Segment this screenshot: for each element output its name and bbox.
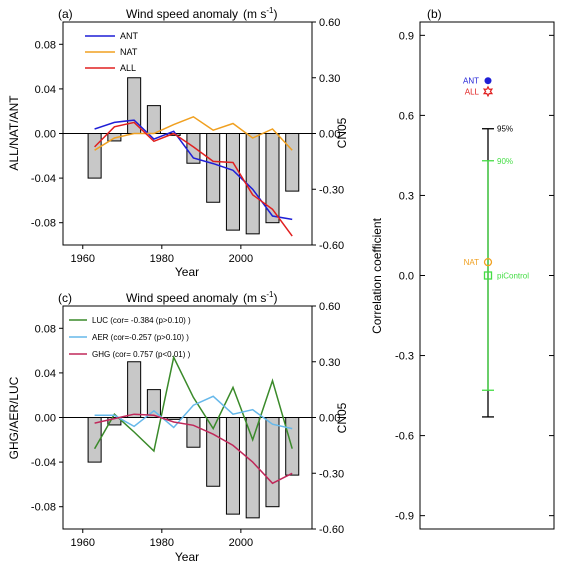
bar-cn05	[146, 389, 161, 418]
y2-tick-label: 0.60	[319, 17, 340, 29]
y-tick-label: -0.3	[395, 351, 414, 363]
y2-axis-label: CN05	[335, 402, 349, 433]
interval-label: 95%	[497, 125, 513, 134]
legend-label-aer: AER (cor=-0.257 (p>0.10) )	[92, 333, 189, 342]
y-tick-label: -0.04	[31, 173, 56, 185]
x-tick-label: 2000	[229, 253, 253, 265]
bar-cn05	[285, 133, 300, 192]
chart-title: Wind speed anomaly	[126, 291, 238, 305]
y2-tick-label: -0.60	[319, 240, 344, 252]
y-tick-label: 0.9	[399, 30, 414, 42]
y2-tick-label: 0.30	[319, 357, 340, 369]
y-axis-label: ALL/NAT/ANT	[7, 95, 21, 171]
y2-tick-label: -0.30	[319, 468, 344, 480]
y-tick-label: 0.0	[399, 271, 414, 283]
series-line-aer	[94, 395, 293, 430]
bar-cn05	[87, 133, 102, 179]
y-tick-label: 0.00	[35, 413, 56, 425]
y-tick-label: -0.9	[395, 511, 414, 523]
point-label-picontrol: piControl	[497, 272, 529, 281]
series-line-luc	[93, 355, 293, 453]
y-tick-label: 0.3	[399, 190, 414, 202]
y-tick-label: -0.6	[395, 431, 414, 443]
legend-label-luc: LUC (cor= -0.384 (p>0.10) )	[92, 316, 191, 325]
point-picontrol	[483, 271, 493, 280]
bar-cn05	[245, 133, 260, 235]
x-tick-label: 1980	[150, 253, 174, 265]
y2-tick-label: -0.30	[319, 184, 344, 196]
y-tick-label: 0.6	[399, 110, 414, 122]
x-tick-label: 2000	[229, 537, 253, 549]
title-units: (m s-1)	[243, 6, 277, 21]
panel-label: (c)	[58, 291, 72, 305]
y-tick-label: -0.04	[31, 457, 56, 469]
point-label-nat: NAT	[464, 258, 480, 267]
panel-a: (a) Wind speed anomaly (m s-1) 0.08 0.04 0…	[7, 6, 349, 279]
series-line-ghg	[94, 413, 293, 485]
bar-cn05	[146, 105, 161, 134]
y-tick-label: -0.08	[31, 218, 56, 230]
interval-label: 90%	[497, 157, 513, 166]
bar-cn05	[265, 417, 280, 508]
point-nat	[483, 258, 493, 267]
panel-b: (b) 0.9 0.6 0.3 0.0 -0.3 -0.6 -0.9 95% 90% ANTA…	[370, 7, 555, 530]
point-all	[482, 85, 494, 98]
y-tick-label: 0.04	[35, 84, 56, 96]
y2-axis-label: CN05	[335, 117, 349, 148]
panel-c: (c) Wind speed anomaly (m s-1) 0.08 0.04 0…	[7, 290, 349, 564]
chart-title: Wind speed anomaly	[126, 7, 238, 21]
y2-tick-label: 0.60	[319, 301, 340, 313]
x-axis-label: Year	[175, 550, 199, 564]
x-tick-label: 1980	[150, 537, 174, 549]
y2-tick-label: 0.30	[319, 73, 340, 85]
panel-label: (a)	[58, 7, 73, 21]
y-tick-label: 0.08	[35, 39, 56, 51]
plot-frame	[419, 21, 555, 530]
series-line-nat	[94, 115, 293, 151]
y-tick-label: 0.00	[35, 129, 56, 141]
x-tick-label: 1960	[71, 253, 95, 265]
bar-cn05	[206, 133, 221, 203]
y-tick-label: -0.08	[31, 502, 56, 514]
point-label-all: ALL	[465, 87, 480, 96]
series-line-all	[94, 121, 293, 237]
bar-cn05	[186, 417, 201, 448]
title-units: (m s-1)	[243, 290, 277, 305]
x-axis-label: Year	[175, 265, 199, 279]
bar-cn05	[127, 361, 142, 418]
y2-tick-label: -0.60	[319, 524, 344, 536]
series-line-ant	[94, 119, 293, 221]
point-ant	[484, 77, 492, 85]
y-tick-label: 0.08	[35, 323, 56, 335]
bar-cn05	[225, 133, 240, 231]
y2-tick-label: 0.00	[319, 413, 340, 425]
x-tick-label: 1960	[71, 537, 95, 549]
y2-tick-label: 0.00	[319, 129, 340, 141]
y-axis-label: GHG/AER/LUC	[7, 376, 21, 459]
panel-label: (b)	[427, 7, 442, 21]
legend-label-nat: NAT	[120, 47, 138, 57]
y-axis-label: Correlation coefficient	[370, 217, 384, 334]
legend-label-ant: ANT	[120, 31, 139, 41]
legend-label-ghg: GHG (cor= 0.757 (p<0.01) )	[92, 350, 191, 359]
y-tick-label: 0.04	[35, 368, 56, 380]
legend-label-all: ALL	[120, 63, 136, 73]
point-label-ant: ANT	[463, 77, 479, 86]
bar-cn05	[225, 417, 240, 515]
